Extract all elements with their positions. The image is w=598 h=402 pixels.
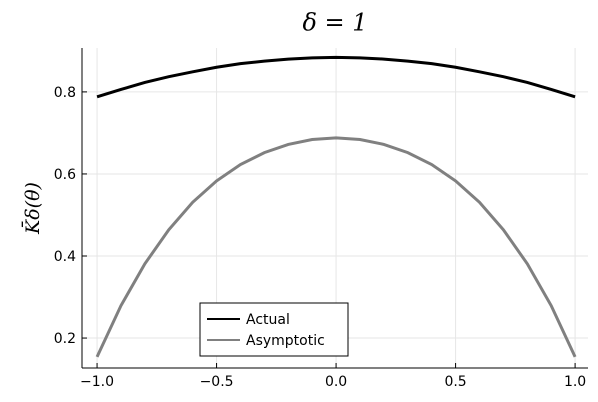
legend: Actual Asymptotic (199, 302, 349, 357)
series-line (95, 136, 577, 358)
legend-box (199, 302, 349, 357)
y-axis-label: K̄δ(θ) (21, 182, 44, 235)
x-tick-label: −0.5 (200, 374, 234, 390)
y-tick-label: 0.4 (54, 249, 76, 265)
legend-label: Actual (246, 312, 290, 328)
chart-title: δ = 1 (302, 9, 367, 37)
x-tick-label: 1.0 (564, 374, 586, 390)
x-tick-label: −1.0 (80, 374, 114, 390)
y-tick-label: 0.6 (54, 167, 76, 183)
legend-label: Asymptotic (246, 333, 325, 349)
y-tick-label: 0.8 (54, 85, 76, 101)
y-tick-label: 0.2 (54, 331, 76, 347)
x-tick-label: 0.0 (325, 374, 347, 390)
series-line (96, 55, 576, 99)
x-tick-label: 0.5 (444, 374, 466, 390)
